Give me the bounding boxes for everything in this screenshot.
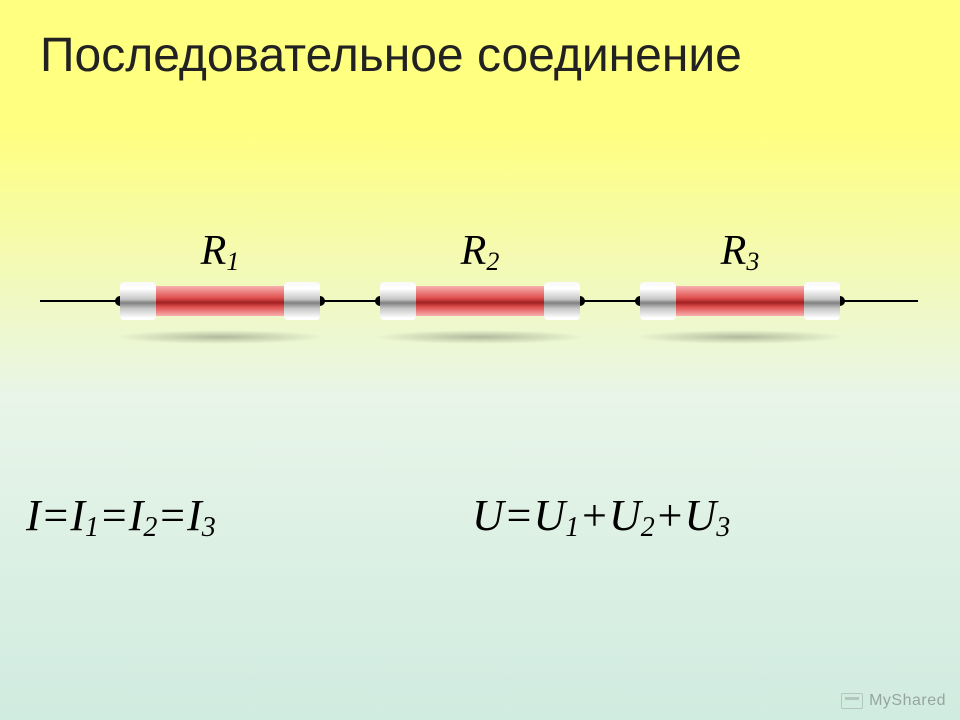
resistor-body — [152, 286, 288, 316]
current-formula: I=I1=I2=I3 — [26, 490, 216, 544]
resistor-body — [672, 286, 808, 316]
resistor-label: R2 — [380, 227, 580, 277]
resistor-cap — [380, 282, 416, 320]
resistor-body — [412, 286, 548, 316]
wire-segment — [840, 300, 918, 302]
resistor-cap — [284, 282, 320, 320]
resistor-shadow — [634, 330, 846, 344]
resistor-r1: R1 — [120, 282, 320, 320]
watermark: MyShared — [841, 692, 946, 710]
resistor-cap — [804, 282, 840, 320]
resistor-cap — [544, 282, 580, 320]
resistor-shadow — [374, 330, 586, 344]
page-title: Последовательное соединение — [40, 28, 920, 83]
resistor-r2: R2 — [380, 282, 580, 320]
wire-segment — [320, 300, 380, 302]
resistor-shadow — [114, 330, 326, 344]
wire-segment — [580, 300, 640, 302]
resistor-r3: R3 — [640, 282, 840, 320]
resistor-label: R1 — [120, 227, 320, 277]
resistor-cap — [120, 282, 156, 320]
resistor-label: R3 — [640, 227, 840, 277]
wire-segment — [40, 300, 120, 302]
watermark-text: MyShared — [869, 692, 946, 710]
series-circuit-diagram: R1 R2 R3 — [0, 190, 960, 390]
voltage-formula: U=U1+U2+U3 — [472, 490, 730, 544]
watermark-icon — [841, 693, 863, 709]
resistor-cap — [640, 282, 676, 320]
